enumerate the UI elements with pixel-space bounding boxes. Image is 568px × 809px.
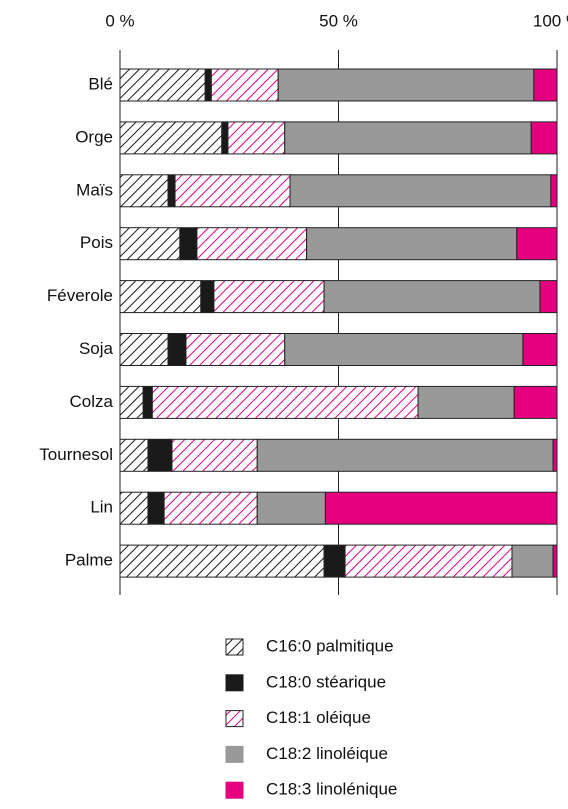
bar-segment [513,385,558,419]
bar-segment [151,385,419,419]
y-tick-label: Pois [80,233,113,252]
bar-segment [522,333,558,366]
bar-segment [119,174,169,208]
bar-segment [119,333,169,366]
bar-segment [323,544,346,578]
x-tick-label: 50 % [319,11,358,30]
legend-swatch [225,674,244,692]
bar-segment [147,438,173,472]
y-tick-label: Blé [88,74,113,93]
bar-segment [204,68,212,102]
legend-swatch [225,710,244,728]
bar-segment [552,438,558,472]
legend-swatch [225,781,244,799]
bar-segment [417,385,515,419]
bar-segment [277,68,535,102]
y-tick-label: Colza [70,392,114,411]
legend-label: C18:1 oléique [266,708,371,727]
bar-segment [530,121,558,155]
legend-swatch [225,638,244,656]
legend-label: C18:2 linoléique [266,744,388,763]
y-tick-label: Orge [75,127,113,146]
bar-segment [289,174,552,208]
y-tick-label: Soja [79,339,114,358]
y-tick-label: Lin [90,498,113,517]
bar-segment [119,491,149,525]
bar-segment [306,227,518,261]
bar-segment [119,438,149,472]
bar-segment [119,68,206,102]
bar-segment [171,438,258,472]
x-tick-label: 100 % [533,11,568,30]
bar-segment [179,227,198,261]
bar-segment [344,544,513,578]
bar-segment [119,385,144,419]
bar-segment [142,385,153,419]
legend-label: C18:3 linolénique [266,780,397,799]
bar-segment [324,491,558,525]
bar-segment [196,227,308,261]
legend-label: C18:0 stéarique [266,672,386,691]
bar-segment [511,544,554,578]
y-tick-label: Féverole [47,286,113,305]
bar-segment [210,68,279,102]
bar-segment [552,544,558,578]
y-tick-label: Maïs [76,180,113,199]
bar-segment [550,174,558,208]
bar-segment [284,333,524,366]
bar-segment [256,438,554,472]
bar-segment [119,227,181,261]
bar-segment [167,333,187,366]
x-tick-label: 0 % [105,11,134,30]
bar-segment [119,544,325,578]
bar-segment [163,491,258,525]
bar-segment [533,68,558,102]
bar-segment [119,121,223,155]
bar-segment [539,280,558,314]
bar-segment [323,280,541,314]
bar-segment [147,491,165,525]
bar-segment [167,174,176,208]
legend-label: C16:0 palmitique [266,636,394,655]
legend-swatch [225,745,244,763]
y-tick-label: Tournesol [39,445,113,464]
bar-segment [119,280,202,314]
bar-segment [284,121,532,155]
bar-segment [174,174,291,208]
bar-segment [185,333,286,366]
bar-segment [213,280,325,314]
bar-segment [200,280,215,314]
bar-segment [221,121,229,155]
bar-segment [516,227,558,261]
bar-segment [227,121,286,155]
y-tick-label: Palme [65,551,113,570]
bar-segment [256,491,326,525]
